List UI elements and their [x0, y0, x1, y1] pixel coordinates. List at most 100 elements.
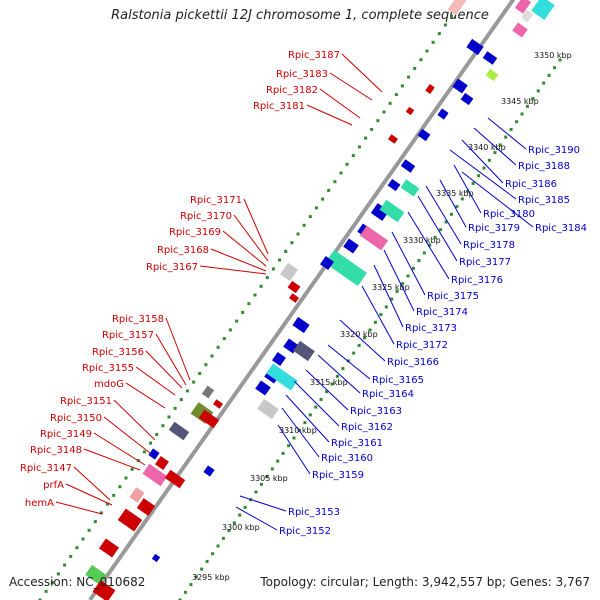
- inner-track-dot: [425, 49, 429, 53]
- forward-gene-label: Rpic_3181: [253, 101, 305, 112]
- forward-leader-line: [65, 483, 113, 506]
- outer-track-dot: [460, 197, 464, 201]
- forward-leader-line: [165, 317, 191, 381]
- forward-gene-15: [164, 469, 186, 489]
- reverse-gene-label: Rpic_3186: [505, 179, 557, 190]
- forward-gene-label: mdoG: [94, 379, 124, 390]
- reverse-gene-26: [266, 363, 298, 391]
- scale-tick-label: 3300 kbp: [222, 523, 260, 532]
- inner-track-dot: [38, 598, 42, 600]
- inner-track-dot: [370, 127, 374, 131]
- reverse-leader-line: [327, 344, 371, 380]
- reverse-gene-label: Rpic_3160: [321, 453, 373, 464]
- forward-gene-13: [155, 456, 169, 470]
- outer-track-dot: [189, 583, 193, 587]
- outer-track-dot: [384, 305, 388, 309]
- forward-gene-label: Rpic_3158: [112, 314, 164, 325]
- forward-gene-11: [168, 421, 190, 441]
- inner-track-dot: [87, 528, 91, 532]
- forward-gene-5: [287, 280, 301, 294]
- inner-track-dot: [63, 563, 67, 567]
- forward-gene-10: [213, 399, 223, 409]
- outer-track-dot: [471, 181, 475, 185]
- outer-track-dot: [281, 451, 285, 455]
- reverse-leader-line: [373, 264, 404, 328]
- reverse-gene-10: [417, 128, 431, 142]
- topology-label: Topology: circular; Length: 3,942,557 bp…: [260, 575, 590, 589]
- outer-track-dot: [477, 174, 481, 178]
- backbone-line: [88, 0, 516, 600]
- forward-gene-label: Rpic_3151: [60, 396, 112, 407]
- scale-tick-label: 3295 kbp: [192, 573, 230, 582]
- forward-gene-21: [92, 580, 116, 600]
- reverse-gene-label: Rpic_3172: [396, 340, 448, 351]
- outer-track-dot: [216, 544, 220, 548]
- forward-gene-6: [289, 293, 299, 303]
- forward-leader-line: [329, 72, 373, 101]
- inner-track-dot: [339, 171, 343, 175]
- inner-track-dot: [314, 206, 318, 210]
- outer-track-dot: [259, 482, 263, 486]
- reverse-gene-label: Rpic_3173: [405, 323, 457, 334]
- outer-track-dot: [411, 266, 415, 270]
- reverse-gene-20: [320, 256, 334, 270]
- outer-track-dot: [493, 151, 497, 155]
- inner-track-dot: [308, 215, 312, 219]
- outer-track-dot: [183, 590, 187, 594]
- reverse-gene-label: Rpic_3161: [331, 438, 383, 449]
- reverse-leader-line: [293, 380, 340, 427]
- forward-gene-label: Rpic_3156: [92, 347, 144, 358]
- forward-leader-line: [113, 399, 156, 441]
- inner-track-dot: [333, 180, 337, 184]
- inner-track-dot: [179, 398, 183, 402]
- inner-track-dot: [265, 276, 269, 280]
- forward-gene-label: Rpic_3168: [157, 245, 209, 256]
- reverse-leader-line: [487, 117, 527, 150]
- outer-track-dot: [455, 205, 459, 209]
- outer-track-dot: [553, 66, 557, 70]
- outer-track-dot: [363, 336, 367, 340]
- forward-gene-label: Rpic_3155: [82, 363, 134, 374]
- forward-leader-line: [135, 366, 176, 396]
- forward-gene-2: [405, 106, 415, 116]
- reverse-leader-line: [417, 195, 458, 262]
- outer-track-dot: [515, 120, 519, 124]
- outer-track-dot: [211, 552, 215, 556]
- reverse-gene-labels: Rpic_3190 Rpic_3188 Rpic_3186 Rpic_3185 Rpic…: [235, 117, 587, 537]
- inner-track-dot: [259, 284, 263, 288]
- gene-features: [85, 0, 555, 600]
- forward-gene-12: [148, 448, 160, 460]
- reverse-leader-line: [407, 211, 450, 280]
- reverse-gene-label: Rpic_3153: [288, 507, 340, 518]
- outer-track-dot: [227, 529, 231, 533]
- reverse-gene-7: [452, 78, 468, 94]
- reverse-leader-line: [281, 407, 320, 458]
- reverse-gene-30: [151, 553, 161, 563]
- inner-track-dot: [450, 14, 454, 18]
- outer-track-dot: [243, 505, 247, 509]
- reverse-leader-line: [449, 149, 517, 200]
- forward-gene-9: [198, 409, 220, 429]
- outer-track-dot: [314, 405, 318, 409]
- reverse-leader-line: [439, 179, 467, 228]
- forward-gene-label: Rpic_3170: [180, 211, 232, 222]
- outer-track-dot: [449, 212, 453, 216]
- outer-track-dot: [395, 289, 399, 293]
- inner-track-dot: [284, 249, 288, 253]
- reverse-gene-label: Rpic_3175: [427, 291, 479, 302]
- reverse-gene-label: Rpic_3165: [372, 375, 424, 386]
- reverse-gene-1: [531, 0, 555, 20]
- inner-track-dot: [167, 415, 171, 419]
- forward-gene-label: Rpic_3169: [169, 227, 221, 238]
- outer-track-dot: [368, 328, 372, 332]
- scale-tick-label: 3340 kbp: [468, 143, 506, 152]
- outer-track-dot: [341, 367, 345, 371]
- outer-track-dot: [417, 259, 421, 263]
- reverse-gene-12: [387, 178, 401, 192]
- inner-track-dot: [290, 241, 294, 245]
- inner-track-dot: [357, 145, 361, 149]
- inner-track-dot: [271, 267, 275, 271]
- inner-track-dot: [253, 293, 257, 297]
- inner-track-dot: [443, 23, 447, 27]
- reverse-leader-line: [383, 249, 415, 312]
